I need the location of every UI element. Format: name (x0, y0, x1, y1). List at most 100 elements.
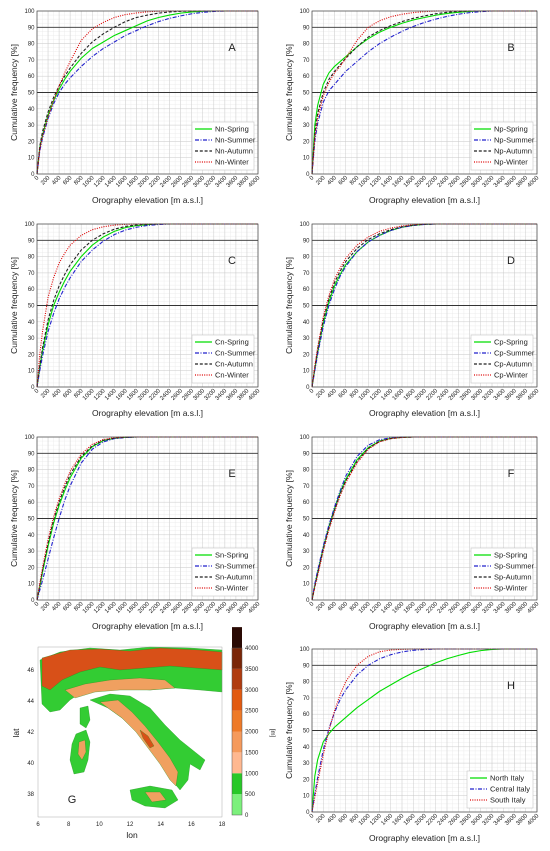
y-tick-label: 0 (31, 385, 35, 391)
map-y-tick-label: 42 (27, 730, 34, 736)
y-axis-label: Cumulative frequency [%] (284, 257, 294, 354)
panel-letter: F (508, 468, 515, 480)
colorbar-band (232, 794, 242, 815)
panel-letter: D (507, 255, 515, 267)
panel-letter: B (507, 42, 514, 54)
y-tick-label: 30 (28, 549, 35, 555)
y-tick-label: 10 (303, 156, 310, 162)
x-tick-label: 600 (338, 813, 350, 825)
y-tick-label: 60 (303, 74, 310, 80)
legend-label: Cn-Winter (215, 371, 249, 380)
colorbar-tick-label: 2500 (245, 709, 259, 715)
panel-letter: A (228, 42, 236, 54)
legend-label: Sn-Summer (215, 562, 256, 571)
y-tick-label: 0 (306, 385, 310, 391)
y-tick-label: 80 (303, 680, 310, 686)
y-tick-label: 80 (28, 255, 35, 261)
legend-label: Cn-Summer (215, 349, 256, 358)
legend-label: Nn-Spring (215, 125, 249, 134)
panel-h: 0 200 400 600 800100012001400160018002000220… (284, 647, 541, 843)
colorbar-band (232, 689, 242, 711)
y-tick-label: 40 (28, 533, 35, 539)
y-tick-label: 60 (303, 500, 310, 506)
y-tick-label: 60 (303, 287, 310, 293)
panel-letter: G (68, 794, 77, 806)
x-tick-label: 4000 (527, 601, 541, 615)
y-tick-label: 10 (303, 369, 310, 375)
x-tick-label: 600 (62, 601, 74, 613)
y-axis-label: Cumulative frequency [%] (284, 44, 294, 141)
legend-box (470, 334, 534, 384)
colorbar-tick-label: 2000 (245, 730, 259, 736)
legend-label: Cp-Autumn (494, 360, 532, 369)
y-tick-label: 60 (28, 74, 35, 80)
x-tick-label: 800 (349, 813, 361, 825)
series-line-cn-summer (36, 223, 258, 388)
y-tick-label: 20 (28, 139, 35, 145)
map-x-tick-label: 16 (188, 822, 195, 828)
x-tick-label: 400 (51, 388, 63, 400)
y-tick-label: 20 (303, 777, 310, 783)
series-line-cp-winter (311, 223, 537, 388)
map-y-tick-label: 46 (27, 668, 34, 674)
y-tick-label: 0 (306, 810, 310, 816)
y-tick-label: 90 (303, 25, 310, 31)
plot-frame (36, 10, 259, 175)
y-tick-label: 80 (28, 42, 35, 48)
legend-label: Sn-Winter (215, 584, 249, 593)
legend-label: Nn-Summer (215, 136, 256, 145)
legend-label: Cp-Spring (494, 338, 528, 347)
y-axis-label: Cumulative frequency [%] (9, 44, 19, 141)
y-tick-label: 50 (28, 91, 35, 97)
legend-label: North Italy (490, 774, 524, 783)
map-x-axis-label: lon (126, 830, 138, 840)
x-tick-label: 800 (349, 175, 361, 187)
x-axis-label: Orography elevation [m a.s.l.] (92, 195, 203, 205)
y-tick-label: 50 (303, 304, 310, 310)
map-x-tick-label: 8 (67, 822, 71, 828)
x-axis-label: Orography elevation [m a.s.l.] (92, 621, 203, 631)
x-tick-label: 400 (51, 175, 63, 187)
colorbar-tick-label: 0 (245, 813, 249, 819)
x-tick-label: 600 (338, 175, 350, 187)
colorbar-band (232, 731, 242, 753)
y-tick-label: 40 (303, 320, 310, 326)
y-tick-label: 20 (303, 565, 310, 571)
y-tick-label: 50 (28, 304, 35, 310)
legend-label: Cp-Winter (494, 371, 528, 380)
panel-e: 0 200 400 600 800100012001400160018002000220… (9, 435, 262, 631)
x-tick-label: 0 (34, 175, 41, 182)
colorbar-tick-label: 1500 (245, 750, 259, 756)
legend-label: Sp-Winter (494, 584, 528, 593)
y-tick-label: 100 (24, 9, 35, 15)
y-tick-label: 70 (303, 58, 310, 64)
map-region-apennines-peaks (139, 729, 155, 749)
x-tick-label: 200 (315, 388, 327, 400)
panel-d: 0 200 400 600 800100012001400160018002000220… (284, 222, 541, 418)
legend-label: Np-Winter (494, 158, 528, 167)
y-tick-label: 20 (303, 352, 310, 358)
legend: North Italy Central Italy South Italy (466, 770, 534, 809)
map-region-apennines-hills (99, 699, 179, 787)
legend-label: Sn-Spring (215, 551, 248, 560)
y-tick-label: 100 (299, 9, 310, 15)
y-tick-label: 10 (28, 156, 35, 162)
panel-c: 0 200 400 600 800100012001400160018002000220… (9, 222, 262, 418)
y-tick-label: 100 (299, 222, 310, 228)
map-region-corsica (79, 705, 91, 729)
colorbar: 0 500 1000 1500 2000 2500 3000 3500 4000 [m] (231, 627, 275, 819)
panel-a: 0 200 400 600 800100012001400160018002000220… (9, 9, 262, 205)
y-axis-label: Cumulative frequency [%] (9, 470, 19, 567)
map-region-sicily-hills (144, 791, 167, 803)
y-tick-label: 80 (303, 468, 310, 474)
y-tick-label: 90 (28, 25, 35, 31)
map-x-tick-label: 6 (36, 822, 40, 828)
x-tick-label: 800 (349, 388, 361, 400)
x-tick-label: 400 (327, 601, 339, 613)
y-tick-label: 0 (31, 172, 35, 178)
y-tick-label: 30 (303, 549, 310, 555)
map-region-sardinia-hills (77, 739, 87, 761)
legend: Sp-Spring Sp-Summer Sp-Autumn Sp-Winter (470, 547, 535, 597)
x-tick-label: 800 (73, 175, 85, 187)
legend-label: Sp-Spring (494, 551, 527, 560)
